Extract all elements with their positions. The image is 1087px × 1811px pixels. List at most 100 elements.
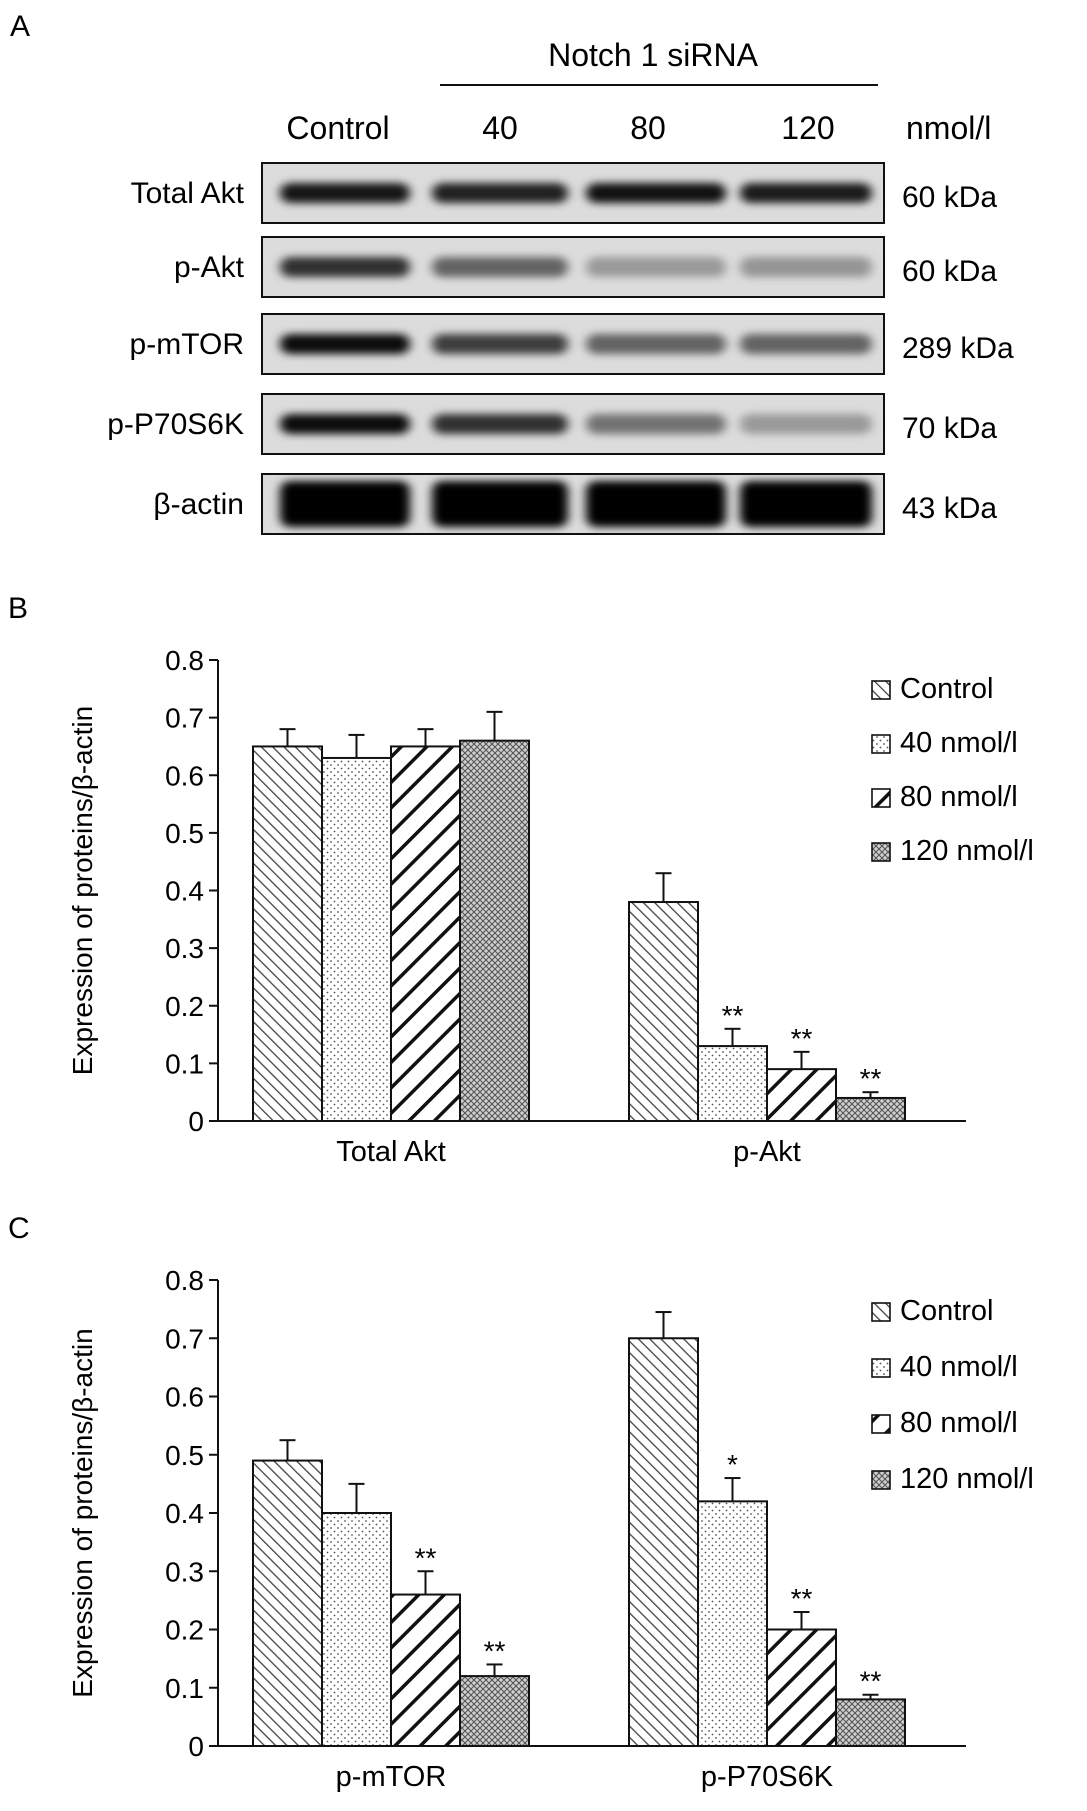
blot-size-label: 289 kDa — [902, 332, 1014, 365]
bar — [459, 1675, 530, 1747]
blot-band — [280, 414, 410, 434]
lane-label: Control — [286, 110, 389, 146]
x-category-label: p-mTOR — [336, 1761, 447, 1793]
y-tick-label: 0.5 — [165, 1440, 204, 1471]
bar — [252, 745, 323, 1122]
legend-label: 80 nmol/l — [900, 1407, 1018, 1439]
blot-band — [740, 257, 872, 277]
bar — [766, 1628, 837, 1747]
blot-band — [280, 257, 410, 277]
legend-swatch — [871, 842, 891, 862]
blot-band — [432, 257, 568, 277]
x-category-label: Total Akt — [336, 1136, 446, 1168]
legend-swatch — [871, 1470, 891, 1490]
bar — [390, 745, 461, 1122]
legend-label: 40 nmol/l — [900, 1351, 1018, 1383]
panel-c-label: C — [8, 1212, 30, 1245]
y-tick-label: 0.7 — [165, 1323, 204, 1354]
blot-row-label: p-Akt — [174, 251, 245, 284]
significance-label: ** — [722, 1000, 744, 1031]
y-tick-label: 0.1 — [165, 1048, 204, 1079]
legend-swatch — [871, 680, 891, 700]
y-tick-label: 0 — [188, 1106, 204, 1137]
y-tick-label: 0.6 — [165, 760, 204, 791]
y-tick-label: 0.2 — [165, 1615, 204, 1646]
bar — [390, 1593, 461, 1748]
blot-band — [280, 481, 410, 527]
blot-band — [740, 334, 872, 354]
bar — [459, 739, 530, 1122]
x-category-label: p-Akt — [733, 1136, 801, 1168]
blot-band — [740, 481, 872, 527]
blot-row-label: Total Akt — [131, 177, 245, 210]
blot-size-label: 60 kDa — [902, 255, 997, 288]
y-tick-label: 0.4 — [165, 876, 204, 907]
blot-lane-labels: Control 40 80 120 — [286, 110, 834, 146]
y-tick-label: 0.3 — [165, 933, 204, 964]
blot-band — [586, 414, 726, 434]
blot-row-label: p-mTOR — [130, 328, 244, 361]
bar — [628, 1337, 699, 1747]
legend-label: 40 nmol/l — [900, 727, 1018, 759]
significance-label: ** — [484, 1635, 506, 1666]
bar — [628, 901, 699, 1123]
legend-label: 80 nmol/l — [900, 781, 1018, 813]
bar — [835, 1698, 906, 1748]
y-tick-label: 0.4 — [165, 1498, 204, 1529]
panel-a-label: A — [10, 10, 30, 43]
y-tick-label: 0.7 — [165, 703, 204, 734]
blot-band — [432, 414, 568, 434]
blot-band — [432, 183, 568, 203]
significance-label: ** — [415, 1542, 437, 1573]
bar — [835, 1096, 906, 1122]
y-tick-label: 0.3 — [165, 1556, 204, 1587]
blot-size-label: 60 kDa — [902, 181, 997, 214]
x-category-label: p-P70S6K — [701, 1761, 834, 1793]
y-tick-label: 0.8 — [165, 1265, 204, 1296]
lane-label: 40 — [482, 110, 518, 146]
blot-row-label: p-P70S6K — [107, 408, 244, 441]
bar — [766, 1068, 837, 1122]
blot-size-label: 70 kDa — [902, 412, 997, 445]
y-axis-label: Expression of proteins/β-actin — [67, 1328, 98, 1697]
panel-b-label: B — [8, 592, 28, 625]
blot-row-label: β-actin — [153, 488, 244, 521]
legend-swatch — [871, 1302, 891, 1322]
blot-band — [432, 334, 568, 354]
blot-unit-label: nmol/l — [906, 110, 991, 146]
legend-swatch — [871, 1414, 891, 1434]
legend-label: Control — [900, 1295, 994, 1327]
chart-b: 0 0.1 0.2 0.3 0.4 0.5 0.6 0.7 0.8 Expression of p… — [67, 645, 1034, 1168]
legend-swatch — [871, 1358, 891, 1378]
legend-swatch — [871, 788, 891, 808]
blot-band — [280, 334, 410, 354]
blot-band — [586, 481, 726, 527]
y-tick-label: 0 — [188, 1731, 204, 1762]
legend-label: Control — [900, 673, 994, 705]
significance-label: ** — [860, 1666, 882, 1697]
significance-label: ** — [860, 1063, 882, 1094]
legend-swatch — [871, 734, 891, 754]
blot-group-header: Notch 1 siRNA — [548, 37, 759, 73]
blot-band — [280, 183, 410, 203]
blot-band — [586, 257, 726, 277]
y-tick-label: 0.1 — [165, 1673, 204, 1704]
blot-band — [740, 183, 872, 203]
y-tick-label: 0.6 — [165, 1382, 204, 1413]
blot-size-label: 43 kDa — [902, 492, 997, 525]
lane-label: 120 — [781, 110, 834, 146]
bar — [697, 1500, 768, 1747]
y-axis-label: Expression of proteins/β-actin — [67, 706, 98, 1075]
bar — [697, 1045, 768, 1123]
significance-label: * — [727, 1449, 738, 1480]
y-tick-label: 0.8 — [165, 645, 204, 676]
legend-label: 120 nmol/l — [900, 1463, 1034, 1495]
western-blot: Total Akt 60 kDa p-Akt 60 kDa p-mTOR 289 kDa p… — [107, 162, 1014, 535]
bar — [321, 1512, 392, 1747]
y-tick-label: 0.2 — [165, 991, 204, 1022]
chart-c: 0 0.1 0.2 0.3 0.4 0.5 0.6 0.7 0.8 Expression of p… — [67, 1265, 1034, 1793]
blot-band — [586, 183, 726, 203]
bar — [321, 756, 392, 1123]
significance-label: ** — [791, 1023, 813, 1054]
